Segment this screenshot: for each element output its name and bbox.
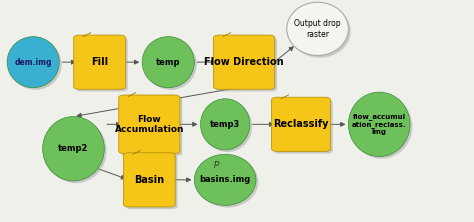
Text: temp3: temp3 bbox=[210, 120, 240, 129]
Text: temp: temp bbox=[156, 58, 181, 67]
Text: flow_accumul
ation_reclass.
img: flow_accumul ation_reclass. img bbox=[352, 113, 407, 135]
Ellipse shape bbox=[142, 37, 194, 88]
Ellipse shape bbox=[201, 99, 250, 150]
Text: Output drop
raster: Output drop raster bbox=[294, 19, 341, 39]
Text: Basin: Basin bbox=[134, 175, 164, 185]
Text: temp2: temp2 bbox=[58, 144, 89, 153]
Ellipse shape bbox=[43, 117, 104, 181]
Ellipse shape bbox=[289, 4, 351, 58]
Ellipse shape bbox=[145, 39, 197, 90]
Ellipse shape bbox=[348, 92, 410, 157]
Ellipse shape bbox=[45, 119, 107, 183]
Text: Reclassify: Reclassify bbox=[273, 119, 329, 129]
FancyBboxPatch shape bbox=[118, 95, 180, 154]
FancyBboxPatch shape bbox=[123, 153, 175, 207]
Ellipse shape bbox=[351, 94, 412, 159]
Ellipse shape bbox=[7, 37, 59, 88]
Ellipse shape bbox=[203, 101, 252, 152]
FancyBboxPatch shape bbox=[272, 97, 330, 151]
Text: basins.img: basins.img bbox=[200, 175, 251, 184]
Text: Flow Direction: Flow Direction bbox=[204, 57, 284, 67]
FancyBboxPatch shape bbox=[73, 35, 125, 89]
Text: dem.img: dem.img bbox=[14, 58, 52, 67]
FancyBboxPatch shape bbox=[126, 155, 178, 209]
Ellipse shape bbox=[287, 2, 348, 56]
Ellipse shape bbox=[194, 154, 256, 205]
FancyBboxPatch shape bbox=[213, 35, 274, 89]
Text: p: p bbox=[213, 159, 219, 168]
FancyBboxPatch shape bbox=[274, 99, 333, 154]
FancyBboxPatch shape bbox=[76, 37, 128, 91]
Text: Fill: Fill bbox=[91, 57, 108, 67]
Text: Flow
Accumulation: Flow Accumulation bbox=[115, 115, 184, 134]
FancyBboxPatch shape bbox=[121, 97, 182, 156]
Ellipse shape bbox=[197, 157, 258, 208]
Ellipse shape bbox=[9, 39, 62, 90]
FancyBboxPatch shape bbox=[216, 37, 277, 91]
